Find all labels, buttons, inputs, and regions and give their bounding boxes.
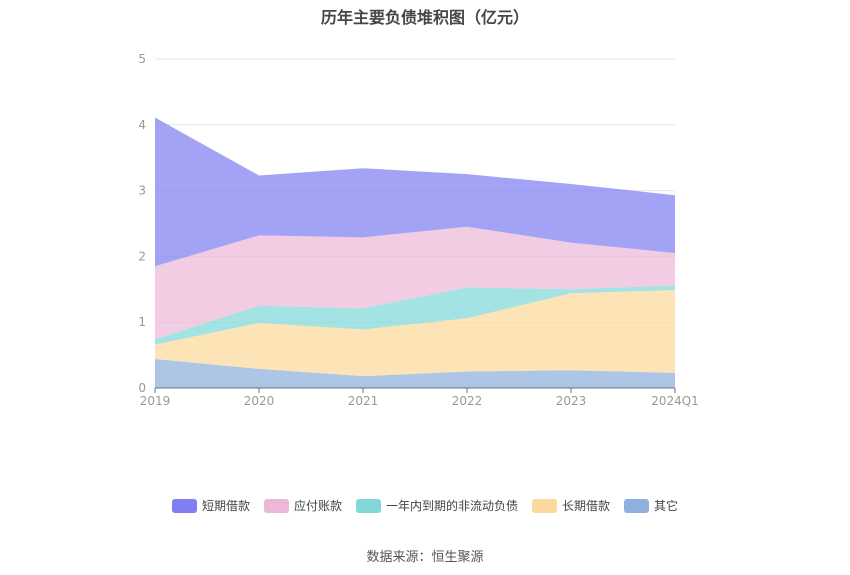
legend-item[interactable]: 一年内到期的非流动负债 [355, 497, 518, 514]
x-tick-label: 2020 [244, 394, 275, 408]
chart-title: 历年主要负债堆积图（亿元） [320, 8, 529, 27]
legend-item[interactable]: 其它 [624, 497, 678, 514]
legend-swatch [532, 498, 557, 513]
axes: 0 1 2 3 4 5 2019 2020 2021 2022 2023 2024Q1 [138, 52, 698, 408]
legend-swatch [171, 498, 197, 513]
x-tick-label: 2022 [452, 394, 483, 408]
x-tick-label: 2019 [140, 394, 171, 408]
legend-label: 其它 [654, 499, 679, 513]
legend-swatch [624, 498, 650, 513]
area-series-5 [155, 117, 675, 267]
legend-label: 长期借款 [562, 499, 611, 513]
legend-item[interactable]: 长期借款 [532, 497, 610, 514]
legend-item[interactable]: 短期借款 [171, 497, 250, 514]
legend-swatch [355, 498, 381, 513]
legend-item[interactable]: 应付账款 [263, 497, 342, 514]
area-series-2 [155, 289, 675, 377]
y-tick-label: 4 [138, 118, 146, 132]
y-tick-label: 5 [138, 52, 146, 66]
legend-label: 应付账款 [293, 499, 342, 513]
y-tick-label: 1 [138, 315, 146, 329]
data-source: 数据来源：恒生聚源 [366, 550, 484, 565]
y-tick-label: 2 [138, 249, 146, 263]
legend: 短期借款 应付账款 一年内到期的非流动负债 长期借款 其它 [0, 497, 850, 514]
y-tick-label: 3 [138, 184, 146, 198]
stacked-areas [155, 117, 675, 388]
y-tick-label: 0 [138, 381, 146, 395]
x-tick-label: 2023 [556, 394, 587, 408]
area-series-3 [155, 285, 675, 345]
legend-swatch [263, 498, 289, 513]
area-series-1 [155, 359, 675, 388]
x-tick-label: 2021 [348, 394, 379, 408]
area-series-4 [155, 226, 675, 340]
x-tick-label: 2024Q1 [651, 394, 699, 408]
legend-label: 短期借款 [201, 499, 250, 513]
legend-label: 一年内到期的非流动负债 [385, 499, 518, 513]
